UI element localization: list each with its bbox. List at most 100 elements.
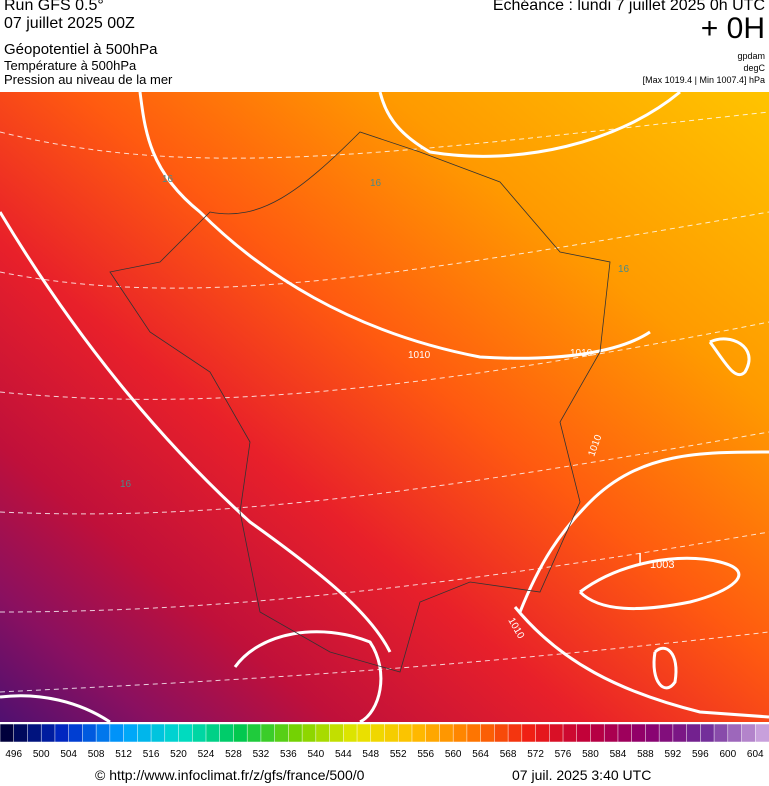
color-swatch (741, 724, 757, 743)
temperature-contours (0, 111, 769, 693)
contour-label: 16 (162, 174, 174, 185)
colorbar: 496 500 504 508 512 516 520 524 528 532 536 540 544 5… (0, 724, 769, 760)
color-swatch (150, 724, 166, 743)
field-background (0, 92, 769, 722)
color-swatch (672, 724, 688, 743)
color-swatch (713, 724, 729, 743)
color-swatch (576, 724, 592, 743)
color-swatch (40, 724, 56, 743)
color-swatch (219, 724, 235, 743)
color-swatch (233, 724, 248, 743)
color-swatch (123, 724, 139, 743)
legend-tick-label: 564 (472, 749, 489, 760)
unit: gpdam (737, 51, 765, 61)
range: [Max 1019.4 | Min 1007.4] hPa (642, 75, 765, 85)
color-swatch (164, 724, 180, 743)
legend-tick-label: 576 (555, 749, 572, 760)
color-swatch (315, 724, 331, 743)
color-swatch (452, 724, 468, 743)
color-swatch (260, 724, 276, 743)
legend-tick-label: 500 (33, 749, 50, 760)
subfield: Température à 500hPa (4, 58, 137, 73)
color-swatch (288, 724, 303, 743)
run-date: 07 juillet 2025 00Z (4, 15, 135, 32)
run: Run GFS 0.5° (4, 0, 104, 14)
color-swatch (603, 724, 619, 743)
color-swatch (466, 724, 482, 743)
offset: + 0H (700, 12, 765, 45)
contour-label: 1010 (570, 348, 593, 359)
color-swatch (82, 724, 97, 743)
color-swatch (617, 724, 633, 743)
low-marker: L (638, 551, 647, 568)
color-swatch (480, 724, 496, 743)
color-swatch (343, 724, 358, 743)
color-swatch (425, 724, 441, 743)
color-swatch (329, 724, 345, 743)
color-swatch (686, 724, 702, 743)
color-swatch (549, 724, 564, 743)
legend-tick-label: 568 (500, 749, 517, 760)
color-swatch (54, 724, 70, 743)
color-swatch (494, 724, 509, 743)
color-swatch (562, 724, 578, 743)
legend-tick-label: 512 (115, 749, 132, 760)
color-swatch (370, 724, 386, 743)
legend-tick-label: 504 (60, 749, 77, 760)
color-swatch (274, 724, 290, 743)
legend-tick-label: 548 (362, 749, 379, 760)
color-swatch (246, 724, 262, 743)
color-swatch (0, 724, 15, 743)
field: Géopotentiel à 500hPa (4, 41, 158, 58)
legend-tick-label: 544 (335, 749, 352, 760)
color-swatch (397, 724, 413, 743)
legend-tick-label: 520 (170, 749, 187, 760)
legend-tick-label: 508 (88, 749, 105, 760)
color-swatch (755, 724, 769, 743)
contour-label: 16 (120, 479, 132, 490)
color-swatch (205, 724, 221, 743)
legend-tick-label: 600 (719, 749, 736, 760)
legend-tick-label: 540 (307, 749, 324, 760)
legend-tick-label: 556 (417, 749, 434, 760)
color-swatch (439, 724, 454, 743)
country-borders (109, 131, 611, 673)
unit: degC (743, 63, 765, 73)
legend-tick-label: 592 (665, 749, 682, 760)
legend-tick-label: 536 (280, 749, 297, 760)
color-swatch (27, 724, 42, 743)
color-swatch (727, 724, 743, 743)
color-swatch (68, 724, 84, 743)
color-swatch (384, 724, 399, 743)
subfield: Pression au niveau de la mer (4, 72, 173, 87)
color-swatch (109, 724, 125, 743)
legend-tick-label: 572 (527, 749, 544, 760)
color-swatch (590, 724, 605, 743)
legend-tick-label: 580 (582, 749, 599, 760)
color-swatch (178, 724, 193, 743)
legend-tick-label: 528 (225, 749, 242, 760)
color-swatch (356, 724, 372, 743)
legend-tick-label: 604 (747, 749, 764, 760)
color-swatch (192, 724, 207, 743)
map: 16 16 16 16 1010 1010 1010 1010 L 1003 (0, 92, 769, 722)
legend-tick-label: 596 (692, 749, 709, 760)
legend-tick-label: 516 (143, 749, 160, 760)
color-swatch (535, 724, 551, 743)
low-value: 1003 (650, 559, 674, 571)
isobars (0, 92, 769, 722)
color-swatch (700, 724, 715, 743)
footer-url: © http://www.infoclimat.fr/z/gfs/france/… (95, 767, 365, 783)
color-swatch (658, 724, 674, 743)
legend-tick-label: 560 (445, 749, 462, 760)
contour-label: 1010 (408, 350, 431, 361)
legend-tick-label: 552 (390, 749, 407, 760)
contour-label: 16 (370, 178, 382, 189)
legend-tick-label: 496 (5, 749, 22, 760)
legend-tick-label: 588 (637, 749, 654, 760)
color-swatch (411, 724, 427, 743)
color-swatch (301, 724, 317, 743)
contour-label: 16 (618, 264, 630, 275)
legend-tick-label: 584 (610, 749, 627, 760)
